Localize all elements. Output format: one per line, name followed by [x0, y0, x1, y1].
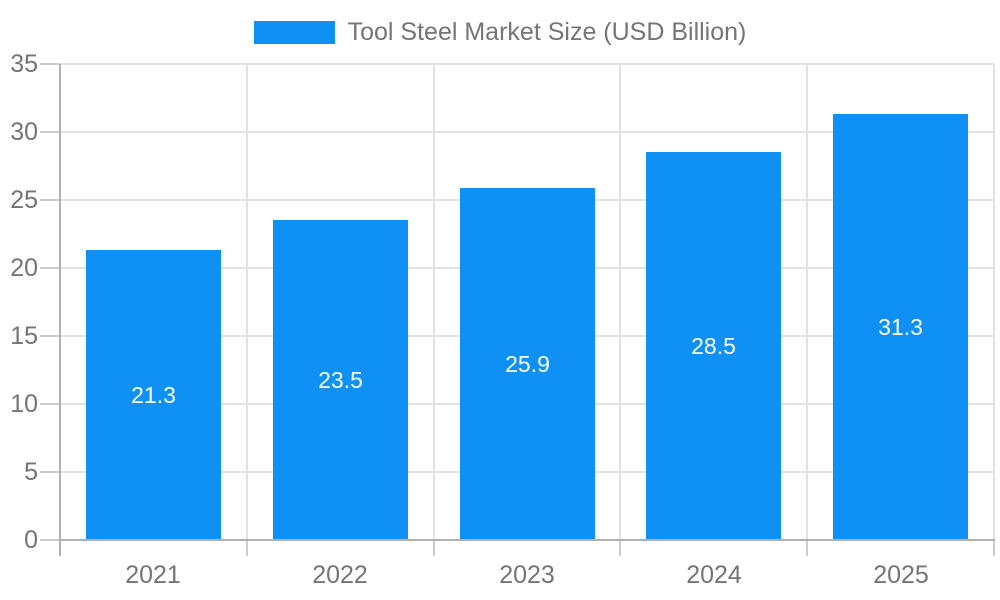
x-axis-tick [433, 540, 435, 556]
x-axis-label: 2023 [499, 561, 555, 589]
x-axis-label: 2025 [873, 561, 929, 589]
y-axis-tick [40, 539, 60, 541]
x-axis-line [59, 539, 995, 541]
bar-value-label: 25.9 [505, 350, 550, 377]
bar-value-label: 21.3 [131, 381, 176, 408]
bar-2025[interactable]: 31.3 [833, 114, 968, 540]
gridline [993, 64, 995, 540]
legend: Tool Steel Market Size (USD Billion) [0, 18, 1000, 47]
gridline [619, 64, 621, 540]
y-axis-label: 35 [10, 50, 38, 78]
y-axis-tick [40, 267, 60, 269]
bar-value-label: 23.5 [318, 366, 363, 393]
gridline [806, 64, 808, 540]
x-axis-label: 2022 [312, 561, 368, 589]
y-axis-label: 0 [24, 526, 38, 554]
x-axis-label: 2024 [686, 561, 742, 589]
y-axis-label: 20 [10, 254, 38, 282]
bar-2024[interactable]: 28.5 [646, 152, 781, 540]
bar-value-label: 28.5 [691, 332, 736, 359]
x-axis-tick [619, 540, 621, 556]
x-axis-label: 2021 [125, 561, 181, 589]
y-axis-label: 5 [24, 458, 38, 486]
bar-2023[interactable]: 25.9 [460, 188, 595, 540]
y-axis-tick [40, 403, 60, 405]
y-axis-label: 25 [10, 186, 38, 214]
y-axis-tick [40, 471, 60, 473]
y-axis-tick [40, 131, 60, 133]
y-axis-tick [40, 63, 60, 65]
gridline [246, 64, 248, 540]
x-axis-tick [993, 540, 995, 556]
legend-label: Tool Steel Market Size (USD Billion) [347, 18, 747, 46]
y-axis-tick [40, 335, 60, 337]
y-axis-label: 30 [10, 118, 38, 146]
gridline [433, 64, 435, 540]
y-axis-line [59, 64, 61, 556]
y-axis-label: 10 [10, 390, 38, 418]
gridline [60, 131, 994, 133]
x-axis-tick [246, 540, 248, 556]
bar-2022[interactable]: 23.5 [273, 220, 408, 540]
legend-swatch [253, 21, 335, 44]
y-axis-tick [40, 199, 60, 201]
x-axis-tick [806, 540, 808, 556]
gridline [60, 63, 994, 65]
y-axis-label: 15 [10, 322, 38, 350]
bar-2021[interactable]: 21.3 [86, 250, 221, 540]
bar-value-label: 31.3 [878, 313, 923, 340]
